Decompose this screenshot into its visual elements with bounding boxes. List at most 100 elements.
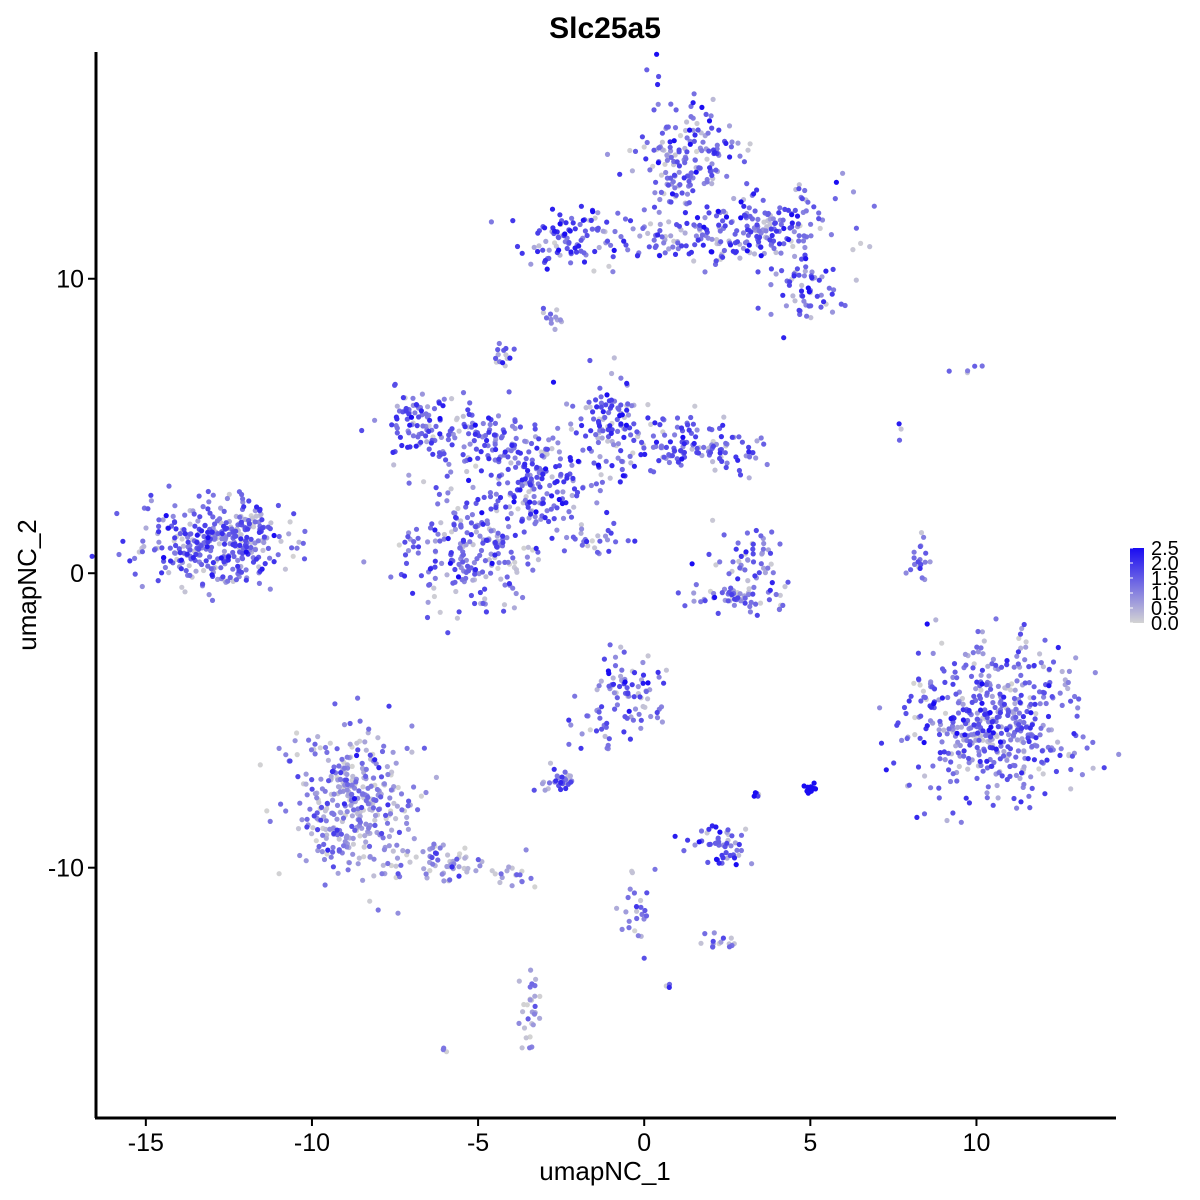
cell-point: [350, 773, 356, 780]
cell-point: [221, 523, 227, 530]
cell-point: [829, 309, 836, 315]
cell-point: [953, 691, 959, 697]
cell-point: [619, 458, 625, 464]
cell-point: [776, 241, 783, 247]
cell-point: [448, 550, 454, 556]
cell-point: [609, 403, 615, 409]
cell-point: [710, 517, 716, 523]
cell-point: [394, 803, 400, 809]
cell-point: [349, 791, 355, 798]
cell-point: [1017, 700, 1023, 706]
cell-point: [400, 848, 406, 854]
cell-point: [963, 662, 969, 668]
cell-point: [568, 260, 574, 266]
cell-point: [351, 807, 357, 813]
cell-point: [944, 731, 950, 737]
cell-point: [867, 244, 873, 250]
cell-point: [720, 254, 726, 260]
cell-point: [195, 518, 201, 524]
cell-point: [970, 665, 976, 671]
cell-point: [506, 504, 513, 510]
cell-point: [727, 154, 733, 160]
cell-point: [657, 221, 663, 227]
cell-point: [349, 823, 355, 830]
cell-point: [618, 673, 624, 679]
cell-point: [645, 653, 651, 659]
cell-point: [254, 504, 260, 510]
cell-point: [440, 403, 446, 409]
cell-point: [507, 355, 513, 361]
cell-point: [542, 225, 548, 231]
cell-point: [579, 542, 585, 548]
cell-point: [682, 160, 688, 166]
cell-point: [404, 745, 410, 752]
cell-point: [446, 432, 452, 438]
cell-point: [623, 909, 629, 915]
cell-point: [717, 450, 723, 456]
cell-point: [668, 101, 674, 107]
cell-point: [314, 795, 320, 801]
cell-point: [799, 282, 805, 288]
cell-point: [573, 430, 579, 436]
cell-point: [749, 861, 755, 867]
cell-point: [344, 771, 350, 778]
cell-point: [702, 931, 708, 937]
cell-point: [588, 428, 594, 434]
cell-point: [404, 814, 410, 821]
cell-point: [477, 589, 483, 596]
cell-point: [671, 172, 678, 178]
cell-point: [621, 238, 627, 244]
cell-point: [918, 530, 925, 536]
cell-point: [437, 538, 443, 544]
cell-point: [901, 704, 908, 711]
cell-point: [1005, 712, 1011, 718]
cell-point: [906, 698, 912, 704]
cell-point: [710, 938, 716, 944]
cell-point: [334, 746, 340, 752]
cell-point: [543, 238, 549, 244]
cell-point: [761, 565, 767, 571]
cell-point: [455, 505, 461, 512]
cell-point: [386, 703, 392, 709]
cell-point: [218, 505, 224, 511]
cell-point: [380, 862, 386, 868]
cell-point: [235, 563, 241, 569]
cell-point: [704, 156, 710, 162]
cell-point: [592, 248, 598, 255]
cell-point: [710, 459, 716, 465]
cell-point: [392, 382, 398, 388]
cell-point: [203, 558, 209, 564]
cell-point: [831, 287, 837, 293]
cell-point: [498, 576, 504, 582]
cell-point: [756, 228, 762, 234]
cell-point: [546, 780, 553, 786]
cell-point: [517, 487, 523, 493]
cell-point: [894, 722, 900, 728]
cell-point: [716, 127, 722, 133]
cell-point: [454, 615, 460, 621]
cell-point: [573, 249, 580, 255]
cell-point: [179, 536, 185, 542]
cell-point: [437, 845, 443, 851]
cell-point: [703, 111, 709, 117]
cell-point: [765, 210, 772, 217]
cell-point: [617, 171, 623, 177]
cell-point: [606, 548, 612, 554]
cell-point: [338, 770, 344, 776]
legend-break-label: 2.5: [1151, 538, 1179, 560]
cell-point: [427, 868, 433, 874]
cell-point: [1066, 668, 1072, 675]
cell-point: [345, 867, 351, 873]
cell-point: [622, 216, 629, 222]
cell-point: [296, 539, 302, 545]
cell-point: [544, 491, 550, 497]
cell-point: [789, 224, 795, 230]
cell-point: [1023, 724, 1029, 730]
cell-point: [670, 244, 676, 250]
cell-point: [140, 538, 146, 544]
cell-point: [460, 452, 466, 458]
cell-point: [687, 127, 693, 133]
cell-point: [546, 518, 552, 525]
cell-point: [648, 713, 654, 720]
cell-point: [212, 521, 218, 527]
